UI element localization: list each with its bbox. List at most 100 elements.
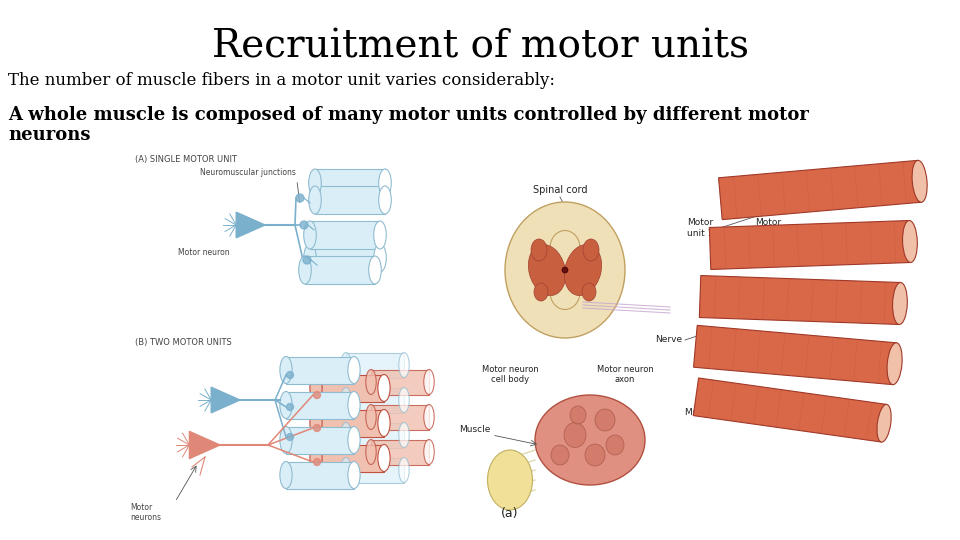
Ellipse shape bbox=[535, 395, 645, 485]
Ellipse shape bbox=[366, 369, 376, 395]
Text: The number of muscle fibers in a motor unit varies considerably:: The number of muscle fibers in a motor u… bbox=[8, 72, 555, 89]
Polygon shape bbox=[709, 220, 911, 269]
Bar bbox=[316, 375, 384, 402]
Ellipse shape bbox=[286, 403, 294, 410]
Ellipse shape bbox=[341, 388, 351, 413]
Bar bbox=[316, 444, 384, 471]
Bar bbox=[316, 409, 384, 436]
Ellipse shape bbox=[310, 444, 323, 471]
Text: Neuromuscular junctions: Neuromuscular junctions bbox=[200, 168, 300, 202]
Ellipse shape bbox=[423, 404, 434, 429]
Text: (A) SINGLE MOTOR UNIT: (A) SINGLE MOTOR UNIT bbox=[135, 155, 237, 164]
Ellipse shape bbox=[348, 392, 360, 418]
Ellipse shape bbox=[310, 409, 323, 436]
Ellipse shape bbox=[564, 245, 602, 295]
Ellipse shape bbox=[280, 392, 292, 418]
Ellipse shape bbox=[286, 372, 294, 379]
Text: Muscle: Muscle bbox=[459, 425, 490, 434]
Ellipse shape bbox=[348, 427, 360, 454]
Ellipse shape bbox=[314, 458, 321, 465]
Ellipse shape bbox=[341, 457, 351, 483]
Ellipse shape bbox=[585, 444, 605, 466]
Ellipse shape bbox=[366, 404, 376, 429]
Ellipse shape bbox=[887, 343, 902, 384]
Polygon shape bbox=[236, 212, 265, 238]
Bar bbox=[346, 388, 404, 413]
Text: Motor neuron
axon: Motor neuron axon bbox=[596, 365, 654, 384]
Text: Motor
unit 1: Motor unit 1 bbox=[686, 218, 713, 238]
Ellipse shape bbox=[309, 169, 322, 197]
Ellipse shape bbox=[528, 245, 565, 295]
Ellipse shape bbox=[286, 434, 294, 441]
Bar bbox=[286, 427, 354, 454]
Text: neurons: neurons bbox=[8, 126, 90, 144]
Ellipse shape bbox=[310, 375, 323, 402]
Ellipse shape bbox=[570, 406, 586, 424]
Ellipse shape bbox=[373, 244, 386, 272]
Polygon shape bbox=[211, 387, 240, 413]
Ellipse shape bbox=[314, 424, 321, 431]
Ellipse shape bbox=[583, 239, 599, 261]
Ellipse shape bbox=[378, 186, 392, 214]
Text: Motor neuron: Motor neuron bbox=[178, 248, 229, 257]
Ellipse shape bbox=[348, 462, 360, 489]
Ellipse shape bbox=[398, 353, 409, 377]
Ellipse shape bbox=[423, 369, 434, 395]
Ellipse shape bbox=[280, 427, 292, 454]
Text: Motor
unit 2: Motor unit 2 bbox=[755, 218, 781, 238]
Ellipse shape bbox=[280, 462, 292, 489]
Ellipse shape bbox=[564, 422, 586, 448]
Text: (B) TWO MOTOR UNITS: (B) TWO MOTOR UNITS bbox=[135, 338, 231, 347]
Bar bbox=[371, 404, 429, 429]
Ellipse shape bbox=[551, 445, 569, 465]
Ellipse shape bbox=[303, 256, 311, 264]
Bar bbox=[371, 369, 429, 395]
Ellipse shape bbox=[398, 388, 409, 413]
Bar bbox=[315, 169, 385, 197]
Ellipse shape bbox=[303, 221, 316, 249]
Text: Recruitment of motor units: Recruitment of motor units bbox=[211, 28, 749, 65]
Ellipse shape bbox=[893, 282, 907, 325]
Ellipse shape bbox=[309, 186, 322, 214]
Ellipse shape bbox=[423, 440, 434, 464]
Ellipse shape bbox=[378, 444, 390, 471]
Ellipse shape bbox=[303, 244, 316, 272]
Ellipse shape bbox=[912, 160, 927, 202]
Ellipse shape bbox=[299, 256, 311, 284]
Polygon shape bbox=[189, 431, 220, 458]
Bar bbox=[315, 186, 385, 214]
Ellipse shape bbox=[550, 274, 580, 309]
Ellipse shape bbox=[369, 256, 381, 284]
Ellipse shape bbox=[488, 450, 533, 510]
Ellipse shape bbox=[373, 221, 386, 249]
Ellipse shape bbox=[398, 422, 409, 448]
Bar bbox=[346, 422, 404, 448]
Bar bbox=[310, 221, 380, 249]
Text: Motor neuron
cell body: Motor neuron cell body bbox=[482, 365, 539, 384]
Text: Motor
neurons: Motor neurons bbox=[130, 503, 161, 522]
Ellipse shape bbox=[300, 221, 308, 229]
Ellipse shape bbox=[877, 404, 891, 442]
Ellipse shape bbox=[595, 409, 615, 431]
Ellipse shape bbox=[366, 440, 376, 464]
Ellipse shape bbox=[530, 253, 560, 287]
Bar bbox=[346, 353, 404, 377]
Ellipse shape bbox=[296, 194, 304, 202]
Ellipse shape bbox=[378, 409, 390, 436]
Text: Spinal cord: Spinal cord bbox=[533, 185, 588, 195]
Ellipse shape bbox=[314, 392, 321, 399]
Ellipse shape bbox=[378, 169, 392, 197]
Ellipse shape bbox=[398, 457, 409, 483]
Bar bbox=[305, 256, 375, 284]
Polygon shape bbox=[693, 326, 897, 384]
Bar bbox=[286, 462, 354, 489]
Polygon shape bbox=[693, 378, 887, 442]
Ellipse shape bbox=[562, 267, 568, 273]
Bar bbox=[286, 392, 354, 418]
Ellipse shape bbox=[570, 253, 600, 287]
Ellipse shape bbox=[902, 220, 918, 262]
Ellipse shape bbox=[505, 202, 625, 338]
Text: Nerve: Nerve bbox=[655, 335, 683, 345]
Ellipse shape bbox=[582, 283, 596, 301]
Ellipse shape bbox=[550, 231, 580, 266]
